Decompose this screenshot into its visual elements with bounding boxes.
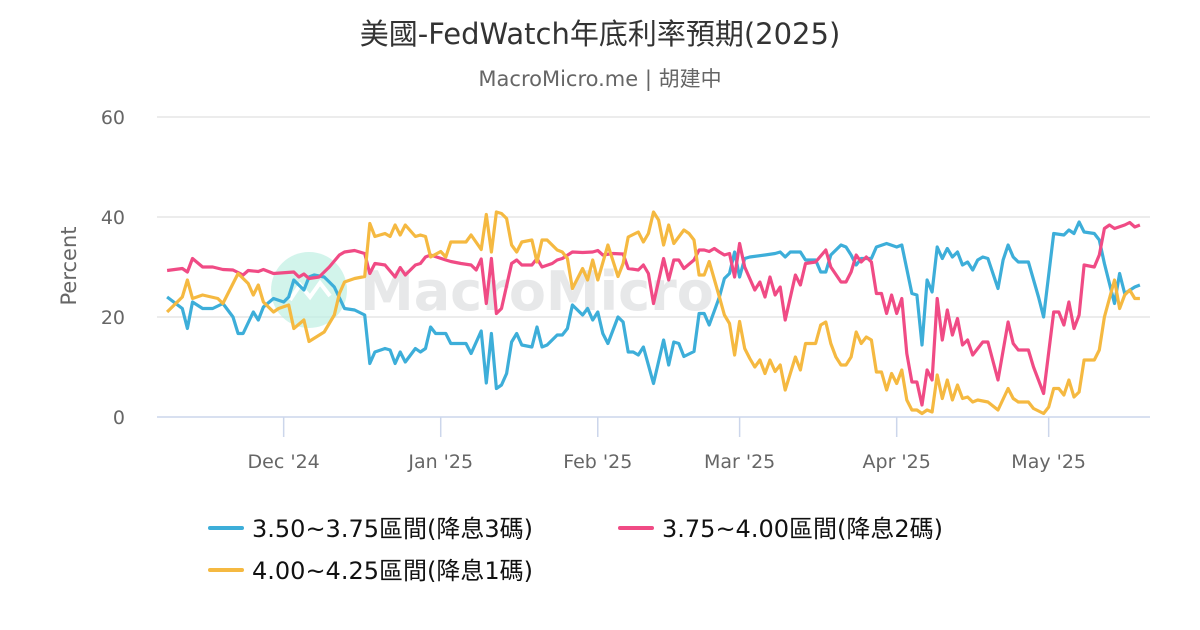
y-axis-ticks: 0 20 40 60 [101, 107, 125, 429]
legend-item[interactable]: 3.75~4.00區間(降息2碼) [618, 515, 943, 543]
legend-label: 3.75~4.00區間(降息2碼) [662, 515, 943, 543]
y-tick-label: 40 [101, 207, 125, 229]
x-tick-label: Mar '25 [704, 451, 775, 473]
chart-title: 美國-FedWatch年底利率預期(2025) [360, 17, 841, 51]
series-line-3 [165, 210, 1140, 416]
x-tick-label: Apr '25 [863, 451, 931, 473]
legend-item[interactable]: 4.00~4.25區間(降息1碼) [208, 557, 533, 585]
y-axis-label: Percent [57, 226, 81, 305]
series-lines [165, 210, 1141, 416]
watermark-logo-mark [288, 279, 332, 302]
x-tick-label: Feb '25 [563, 451, 632, 473]
series-line-1 [166, 220, 1141, 391]
x-tick-label: Dec '24 [248, 451, 320, 473]
chart-subtitle: MacroMicro.me | 胡建中 [478, 67, 721, 92]
legend-label: 4.00~4.25區間(降息1碼) [252, 557, 533, 585]
legend-item[interactable]: 3.50~3.75區間(降息3碼) [208, 515, 533, 543]
x-axis-ticks: Dec '24 Jan '25 Feb '25 Mar '25 Apr '25 May '… [248, 417, 1086, 473]
legend-label: 3.50~3.75區間(降息3碼) [252, 515, 533, 543]
y-tick-label: 20 [101, 307, 125, 329]
y-tick-label: 60 [101, 107, 125, 129]
legend: 3.50~3.75區間(降息3碼) 3.75~4.00區間(降息2碼) 4.00~4… [208, 515, 943, 585]
x-tick-label: May '25 [1011, 451, 1086, 473]
y-tick-label: 0 [113, 407, 125, 429]
x-tick-label: Jan '25 [407, 451, 473, 473]
series-line-2 [166, 220, 1141, 407]
